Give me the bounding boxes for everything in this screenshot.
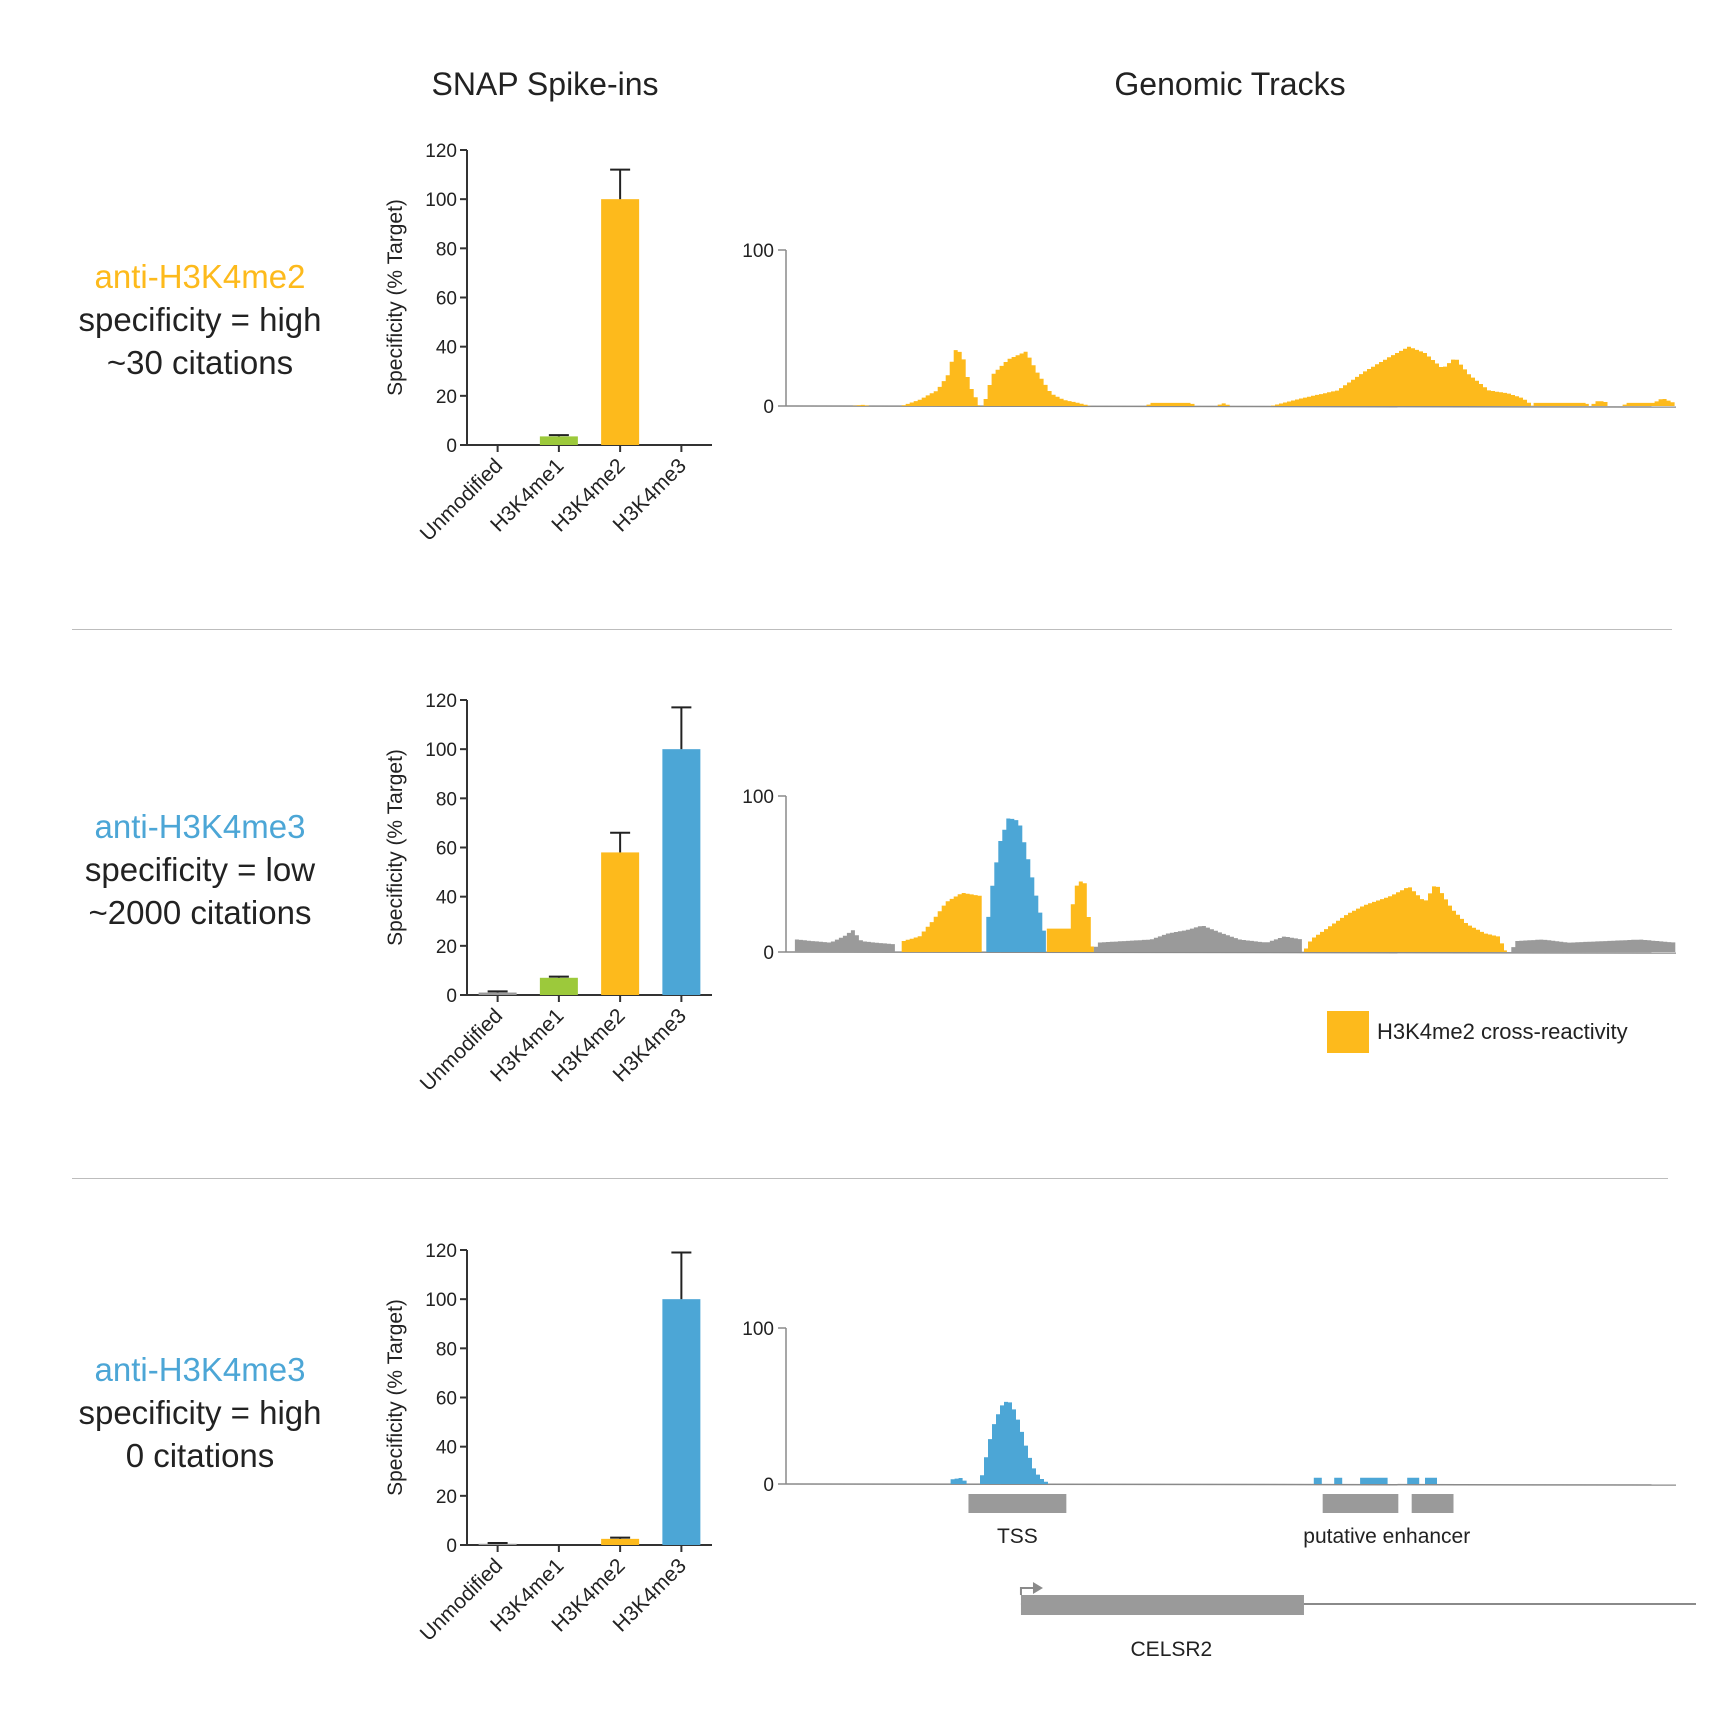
track-baseline [785, 951, 1677, 954]
y-tick-label: 0 [446, 986, 457, 1007]
track-signal-segment [1313, 1477, 1324, 1484]
track-signal-segment [1146, 402, 1196, 406]
y-tick-label: 100 [425, 1290, 457, 1311]
track-signal-segment [1622, 399, 1676, 406]
tss-arrow-stem [1019, 1587, 1035, 1595]
y-tick-label: 80 [436, 1339, 457, 1360]
track-signal-segment [950, 1478, 968, 1484]
tss-label: TSS [997, 1525, 1038, 1548]
antibody-name: anti-H3K4me3 [94, 808, 306, 845]
gene-exon [1020, 1595, 1304, 1615]
track-signal-segment [794, 930, 897, 952]
track-y-tick-label: 0 [763, 943, 774, 964]
y-tick-label: 120 [425, 141, 457, 162]
bar-h3k4me2 [601, 199, 640, 445]
y-tick-label: 40 [436, 338, 457, 359]
track-baseline [785, 405, 1677, 408]
y-tick-label: 60 [436, 1389, 457, 1410]
antibody-name: anti-H3K4me3 [94, 1351, 306, 1388]
y-tick-label: 100 [425, 740, 457, 761]
bar-h3k4me1 [539, 436, 578, 445]
legend: H3K4me2 cross-reactivity [1327, 1011, 1628, 1053]
specificity-text: specificity = high [78, 1394, 322, 1431]
gene-label: CELSR2 [1131, 1638, 1213, 1661]
spike-ins-header: SNAP Spike-ins [431, 66, 659, 102]
track-signal-segment [983, 351, 1091, 406]
track-signal-segment [1425, 1477, 1438, 1484]
y-axis-label: Specificity (% Target) [384, 749, 407, 946]
y-tick-label: 20 [436, 937, 457, 958]
y-tick-label: 80 [436, 789, 457, 810]
tss-feature [968, 1494, 1067, 1513]
y-tick-label: 20 [436, 1487, 457, 1508]
track-y-tick-label: 0 [763, 1475, 774, 1496]
y-tick-label: 0 [446, 1536, 457, 1557]
row-label-3: anti-H3K4me3 specificity = high 0 citati… [50, 1348, 350, 1477]
spike-in-bar-chart-1: Specificity (% Target)020406080100120Unm… [384, 141, 712, 546]
row-divider [72, 629, 1672, 630]
enhancer-feature [1322, 1494, 1399, 1513]
y-tick-label: 60 [436, 289, 457, 310]
track-signal-segment [1360, 1477, 1388, 1484]
track-signal-segment [1304, 886, 1507, 952]
bar-h3k4me2 [601, 1538, 640, 1545]
track-signal-segment [901, 350, 980, 406]
track-signal-segment [980, 1401, 1050, 1484]
specificity-text: specificity = low [84, 851, 316, 888]
y-tick-label: 40 [436, 1438, 457, 1459]
bar-h3k4me1 [539, 977, 578, 995]
citations-text: 0 citations [125, 1437, 275, 1474]
track-signal-segment [1334, 1477, 1344, 1484]
legend-swatch [1327, 1011, 1369, 1053]
y-tick-label: 60 [436, 839, 457, 860]
y-axis-label: Specificity (% Target) [384, 1299, 407, 1496]
y-tick-label: 40 [436, 888, 457, 909]
track-signal-segment [1093, 926, 1304, 952]
y-tick-label: 20 [436, 387, 457, 408]
bar-unmodified [478, 992, 517, 995]
genomic-tracks-header: Genomic Tracks [1114, 66, 1346, 102]
y-axis-label: Specificity (% Target) [384, 199, 407, 396]
track-signal-segment [1591, 401, 1610, 406]
bar-unmodified [478, 1543, 517, 1545]
track-y-tick-label: 0 [763, 397, 774, 418]
citations-text: ~2000 citations [88, 894, 312, 931]
track-signal-segment [1407, 1477, 1420, 1484]
tss-arrow-icon [1032, 1582, 1043, 1594]
bar-h3k4me2 [601, 852, 640, 995]
y-tick-label: 0 [446, 436, 457, 457]
enhancer-label: putative enhancer [1303, 1525, 1470, 1548]
y-tick-label: 100 [425, 190, 457, 211]
track-signal-segment [1533, 402, 1589, 406]
citations-text: ~30 citations [106, 344, 294, 381]
track-y-tick-label: 100 [742, 241, 774, 262]
antibody-name: anti-H3K4me2 [94, 258, 306, 295]
track-signal-segment [1511, 939, 1676, 952]
track-signal-segment [1046, 881, 1094, 952]
track-signal-segment [1217, 403, 1231, 406]
track-y-tick-label: 100 [742, 1319, 774, 1340]
track-baseline [785, 1483, 1677, 1486]
track-signal-segment [901, 893, 982, 952]
legend-label: H3K4me2 cross-reactivity [1377, 1019, 1628, 1044]
y-tick-label: 80 [436, 239, 457, 260]
track-signal-segment [852, 404, 871, 406]
specificity-text: specificity = high [78, 301, 322, 338]
row-divider [72, 1178, 1668, 1179]
y-tick-label: 120 [425, 691, 457, 712]
track-y-tick-label: 100 [742, 787, 774, 808]
bar-h3k4me3 [662, 1299, 701, 1545]
y-tick-label: 120 [425, 1241, 457, 1262]
row-label-1: anti-H3K4me2 specificity = high ~30 cita… [50, 255, 350, 384]
spike-in-bar-chart-3: Specificity (% Target)020406080100120Unm… [384, 1241, 712, 1646]
spike-in-bar-chart-2: Specificity (% Target)020406080100120Unm… [384, 691, 712, 1096]
track-signal-segment [986, 818, 1046, 952]
bar-h3k4me3 [662, 749, 701, 995]
row-label-2: anti-H3K4me3 specificity = low ~2000 cit… [50, 805, 350, 934]
enhancer-feature [1411, 1494, 1454, 1513]
track-signal-segment [1271, 346, 1534, 406]
